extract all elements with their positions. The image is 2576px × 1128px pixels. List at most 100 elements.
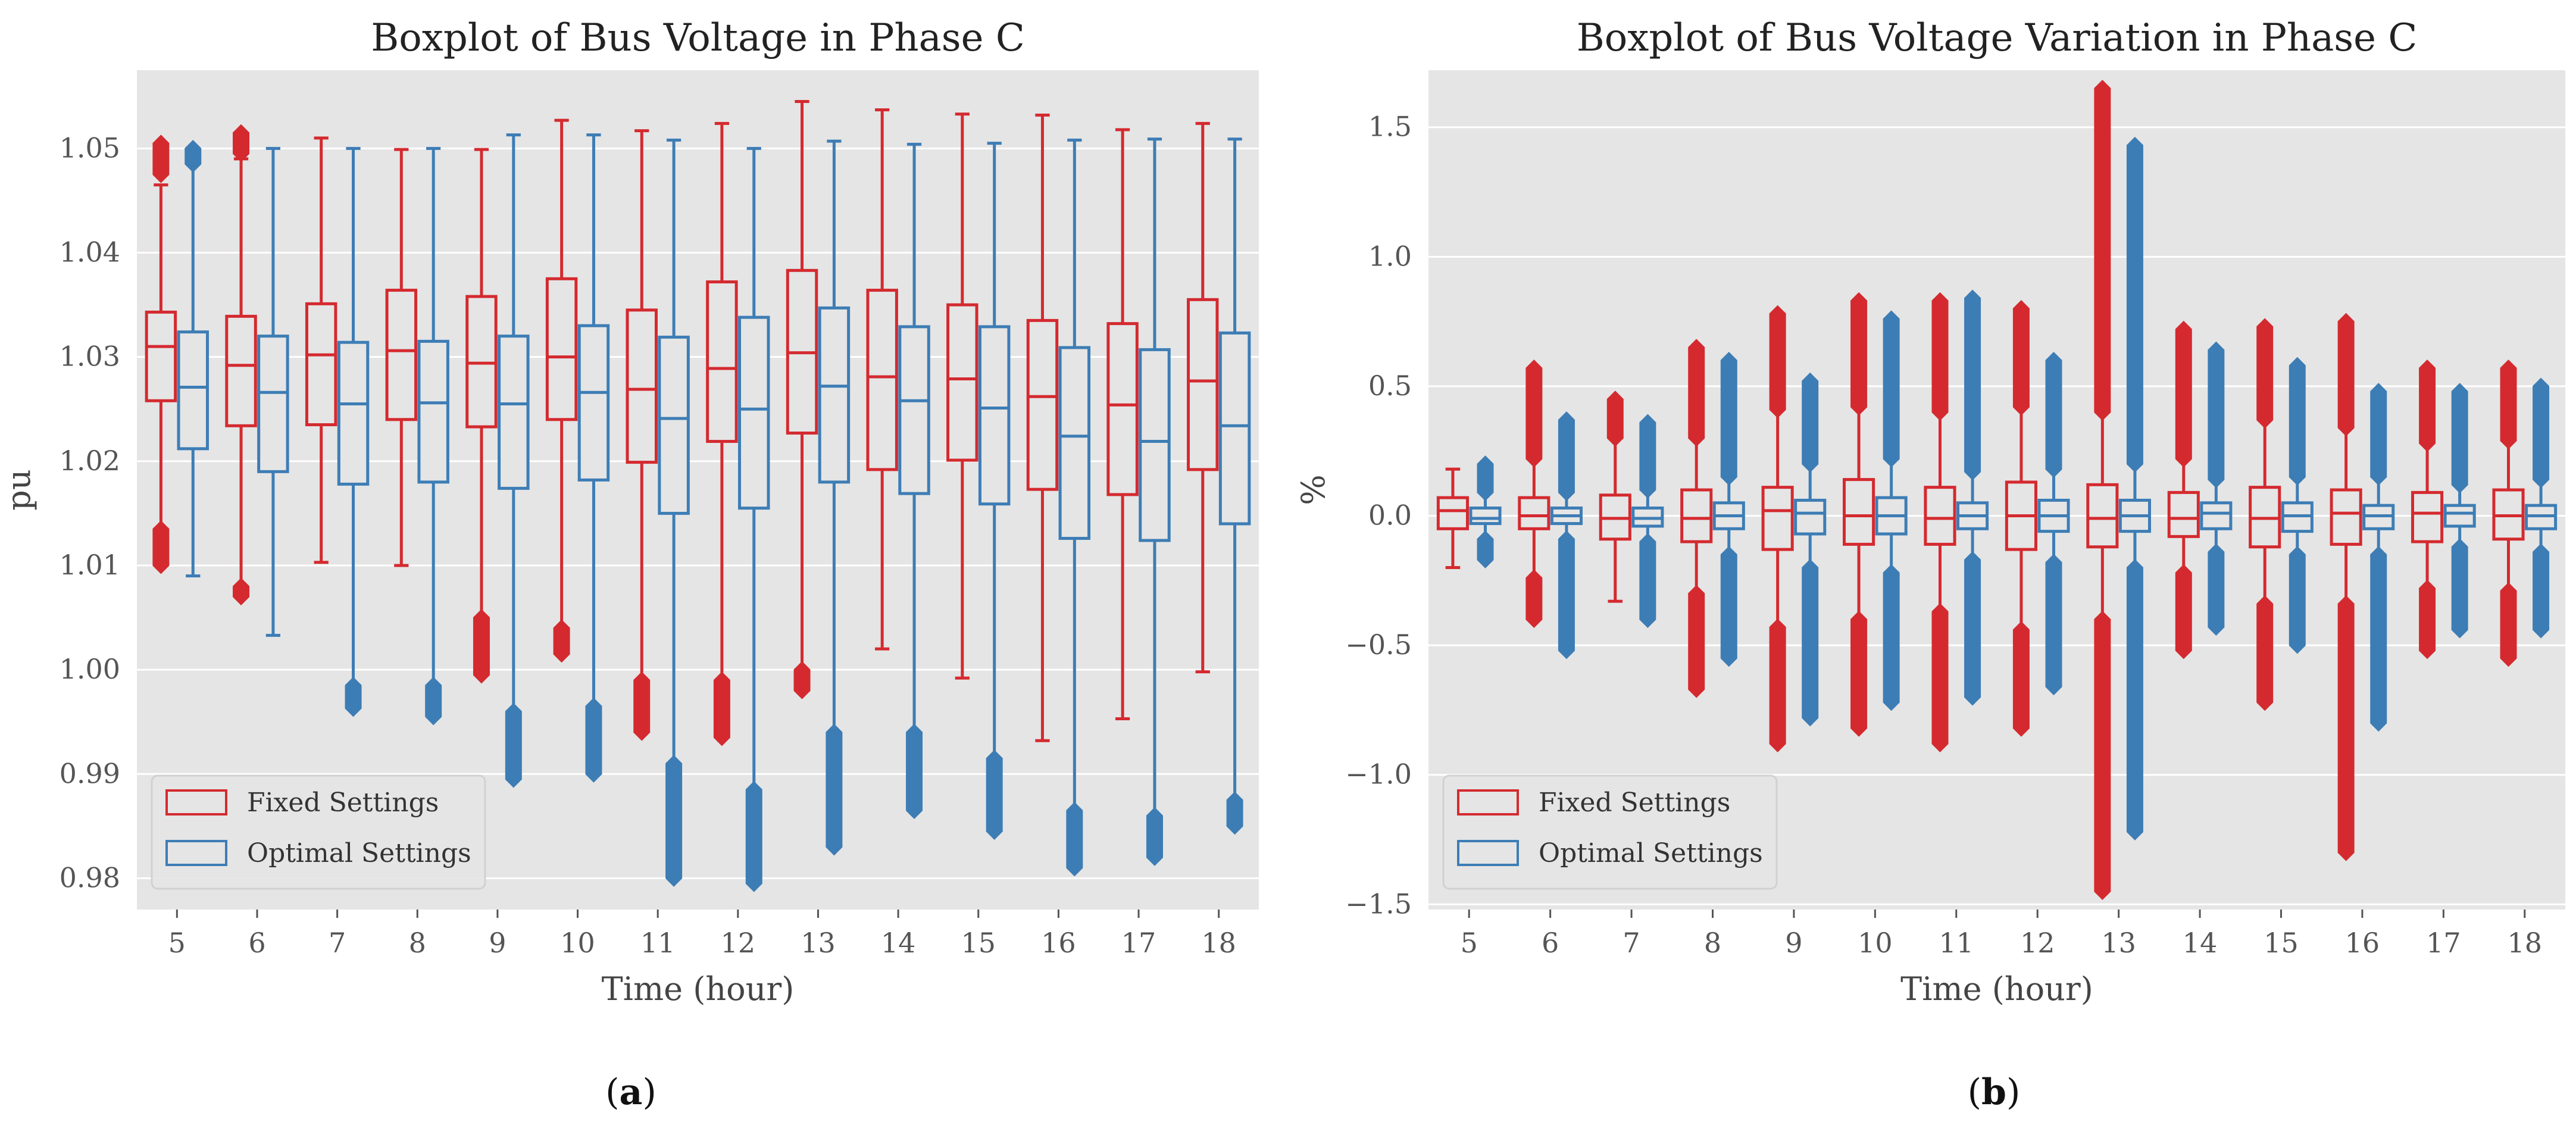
outlier-band <box>1226 791 1243 835</box>
y-tick-label: 1.04 <box>60 236 120 268</box>
outlier-band <box>2012 621 2030 737</box>
legend-frame <box>1442 774 1778 890</box>
box-fixed-5 <box>1436 467 1469 570</box>
outlier-band <box>2045 351 2062 478</box>
box-fixed-8 <box>1680 339 1713 698</box>
y-tick-label: 0.0 <box>1368 499 1412 532</box>
y-axis-label: pu <box>0 469 37 510</box>
outlier-band <box>1802 559 1819 727</box>
box-optimal-12 <box>738 146 770 892</box>
y-tick-label: 1.01 <box>60 549 120 581</box>
box-optimal-10 <box>577 133 610 783</box>
outlier-band <box>505 702 522 788</box>
y-tick-label: 0.99 <box>60 757 120 789</box>
outlier-band <box>2370 546 2387 732</box>
y-tick-label: 1.05 <box>60 132 120 164</box>
x-tick-label: 7 <box>329 927 346 959</box>
box-iqr <box>1106 322 1139 496</box>
figure-caption: (a) <box>605 1071 656 1113</box>
outlier-band <box>1688 585 1705 698</box>
x-tick-label: 15 <box>2264 927 2299 959</box>
figure-caption: (b) <box>1968 1071 2021 1113</box>
outlier-band <box>2419 360 2436 452</box>
x-tick-label: 13 <box>801 927 836 959</box>
outlier-band <box>2419 579 2436 660</box>
outlier-band <box>233 124 250 163</box>
box-iqr <box>866 289 898 471</box>
outlier-band <box>2175 320 2192 468</box>
box-iqr <box>1139 348 1171 542</box>
box-iqr <box>2443 504 2476 528</box>
box-fixed-10 <box>545 118 578 663</box>
box-optimal-16 <box>2362 383 2395 732</box>
box-iqr <box>177 330 209 451</box>
outlier-band <box>345 677 362 717</box>
outlier-band <box>2256 318 2274 429</box>
outlier-band <box>425 677 442 726</box>
box-iqr <box>2200 501 2233 530</box>
box-iqr <box>337 340 370 486</box>
box-iqr <box>465 295 498 429</box>
box-optimal-14 <box>898 142 930 820</box>
box-iqr <box>1026 318 1059 491</box>
box-optimal-16 <box>1058 138 1091 877</box>
legend-label: Optimal Settings <box>247 838 471 868</box>
box-optimal-9 <box>498 133 530 788</box>
legend-swatch-optimal <box>1457 840 1519 866</box>
outlier-band <box>1720 546 1737 667</box>
box-iqr <box>1469 506 1502 526</box>
box-optimal-13 <box>2118 136 2151 840</box>
outlier-band <box>1066 802 1083 877</box>
x-tick-label: 9 <box>489 927 506 959</box>
outlier-band <box>2045 554 2062 696</box>
box-iqr <box>1843 478 1875 546</box>
x-tick-label: 11 <box>640 927 676 959</box>
box-optimal-8 <box>417 146 449 726</box>
legend-frame <box>151 774 486 890</box>
outlier-band <box>2094 611 2111 900</box>
box-fixed-6 <box>1518 360 1550 629</box>
outlier-band <box>1639 533 1656 629</box>
legend-label: Fixed Settings <box>1539 788 1730 818</box>
x-tick-label: 14 <box>2183 927 2218 959</box>
y-axis-label: % <box>1295 474 1332 505</box>
caption-open-paren: ( <box>605 1071 619 1113</box>
outlier-band <box>2126 136 2143 473</box>
outlier-band <box>152 135 170 183</box>
x-tick-label: 10 <box>560 927 595 959</box>
box-iqr <box>818 306 851 484</box>
box-fixed-9 <box>465 148 498 684</box>
y-tick-label: 0.98 <box>60 861 120 893</box>
legend-swatch-fixed <box>165 789 227 815</box>
outlier-band <box>665 755 683 887</box>
chart-title: Boxplot of Bus Voltage Variation in Phas… <box>1577 16 2418 60</box>
box-fixed-16 <box>2330 313 2362 861</box>
box-optimal-18 <box>1218 138 1251 835</box>
outlier-band <box>2289 546 2306 654</box>
outlier-band <box>2094 80 2111 421</box>
outlier-band <box>986 749 1003 840</box>
x-tick-label: 18 <box>1201 927 1236 959</box>
plot-area <box>1428 70 2565 910</box>
x-tick-label: 18 <box>2508 927 2543 959</box>
box-fixed-18 <box>1187 121 1219 674</box>
box-fixed-15 <box>2249 318 2281 711</box>
x-tick-label: 15 <box>961 927 996 959</box>
outlier-band <box>2256 595 2274 711</box>
legend-label: Optimal Settings <box>1539 838 1763 868</box>
box-optimal-17 <box>1139 138 1171 866</box>
outlier-band <box>2500 582 2517 667</box>
box-iqr <box>1924 486 1956 546</box>
caption-open-paren: ( <box>1968 1071 1981 1113</box>
box-iqr <box>626 308 658 464</box>
box-iqr <box>1218 331 1251 526</box>
box-iqr <box>978 325 1011 506</box>
box-iqr <box>1518 496 1550 530</box>
caption-close-paren: ) <box>2006 1071 2020 1113</box>
y-tick-label: 1.02 <box>60 445 120 477</box>
box-optimal-15 <box>978 142 1011 840</box>
box-fixed-15 <box>946 113 978 680</box>
box-optimal-5 <box>1469 455 1502 568</box>
box-optimal-14 <box>2200 341 2233 636</box>
x-tick-label: 5 <box>168 927 186 959</box>
